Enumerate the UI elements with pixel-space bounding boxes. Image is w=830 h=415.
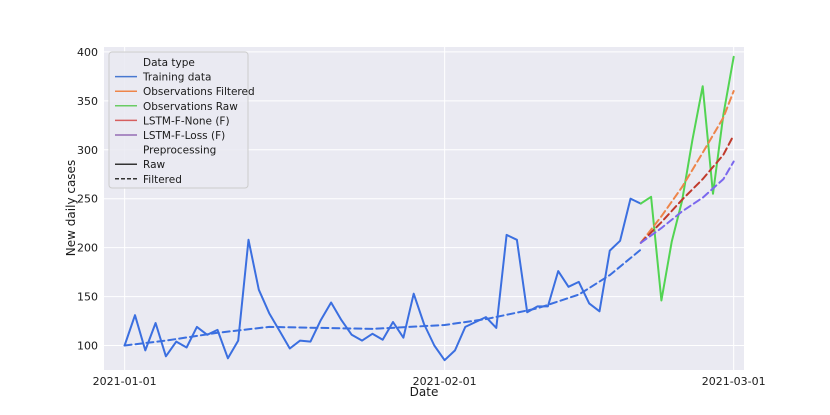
- legend: Data type Training data Observations Filte…: [108, 51, 255, 189]
- y-tick-label: 400: [77, 46, 98, 59]
- legend-entry-label: LSTM-F-None (F): [143, 115, 230, 127]
- y-tick-label: 150: [77, 291, 98, 304]
- legend-title-preprocessing: Preprocessing: [143, 145, 216, 157]
- legend-entry-label: Filtered: [143, 174, 182, 186]
- legend-entry-label: Training data: [142, 72, 211, 84]
- legend-title-data-type: Data type: [143, 57, 195, 69]
- series-group: [123, 55, 735, 362]
- y-tick-label: 200: [77, 242, 98, 255]
- series-line-observations-raw-raw: [639, 55, 735, 302]
- series-line-observations-filtered-filtered: [639, 90, 735, 244]
- series-line-training-data-filtered: [123, 248, 642, 347]
- x-axis: 2021-01-01 2021-02-01 2021-03-01: [93, 375, 766, 388]
- legend-entry-label: Raw: [143, 159, 165, 171]
- legend-entry-label: Observations Filtered: [143, 86, 255, 98]
- x-tick-label: 2021-01-01: [93, 375, 157, 388]
- series-line-lstm-f-loss-f--filtered: [639, 160, 735, 244]
- series-line-training-data-raw: [123, 197, 642, 362]
- legend-box: [108, 51, 249, 189]
- legend-entry-label: LSTM-F-Loss (F): [143, 130, 225, 142]
- y-tick-label: 100: [77, 340, 98, 353]
- y-axis-label: New daily cases: [64, 160, 78, 256]
- legend-entry-label: Observations Raw: [143, 101, 238, 113]
- x-tick-label: 2021-02-01: [413, 375, 477, 388]
- series-line-lstm-f-none-f--filtered: [639, 134, 735, 244]
- y-tick-label: 350: [77, 95, 98, 108]
- y-tick-label: 250: [77, 193, 98, 206]
- x-tick-label: 2021-03-01: [702, 375, 766, 388]
- y-axis: 100 150 200 250 300 350 400: [77, 46, 98, 353]
- x-axis-label: Date: [410, 385, 439, 399]
- y-tick-label: 300: [77, 144, 98, 157]
